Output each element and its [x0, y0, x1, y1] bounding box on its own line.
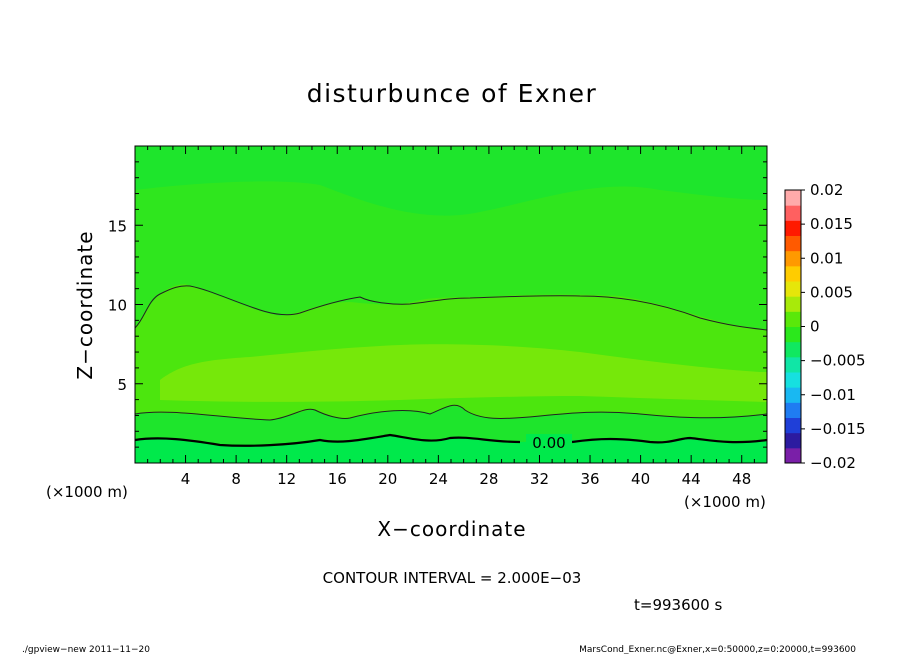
colorbar-label: 0.01	[810, 249, 843, 267]
colorbar-swatch	[785, 417, 801, 434]
colorbar-swatch	[785, 447, 801, 464]
axis-ticks	[135, 146, 767, 463]
colorbar-swatch	[785, 432, 801, 449]
band-peak	[160, 344, 767, 402]
colorbar-label: −0.02	[810, 454, 856, 472]
contour-interval-note: CONTOUR INTERVAL = 2.000E−03	[323, 569, 582, 587]
colorbar-swatch	[785, 402, 801, 418]
colorbar-swatch	[785, 220, 801, 236]
colorbar-swatch	[785, 235, 801, 252]
contour-line-zero	[135, 433, 767, 447]
colorbar-label: 0.015	[810, 215, 853, 233]
colorbar-swatch	[785, 326, 801, 343]
colorbar-swatch	[785, 341, 801, 358]
x-tick-label: 36	[580, 470, 599, 488]
colorbar-swatch	[785, 205, 801, 221]
colorbar-swatch	[785, 356, 801, 373]
colorbar-label: −0.01	[810, 386, 856, 404]
x-tick-label: 20	[378, 470, 397, 488]
colorbar-label: 0.005	[810, 283, 853, 301]
plot-area	[135, 146, 767, 463]
time-label: t=993600 s	[634, 596, 722, 614]
contour-line-lower	[135, 404, 767, 421]
contour-line-upper	[135, 285, 767, 331]
colorbar	[784, 189, 802, 464]
x-tick-label: 32	[530, 470, 549, 488]
colorbar-swatch	[785, 296, 801, 312]
contour-label-bg	[526, 434, 572, 450]
x-tick-label: 24	[429, 470, 448, 488]
x-tick-label: 44	[682, 470, 701, 488]
x-tick-label: 28	[479, 470, 498, 488]
colorbar-swatch	[785, 190, 801, 206]
colorbar-swatch	[785, 250, 801, 267]
colorbar-label: 0.02	[810, 181, 843, 199]
x-tick-label: 40	[631, 470, 650, 488]
y-axis-label: Z−coordinate	[73, 230, 97, 379]
colorbar-swatch	[785, 311, 801, 327]
colorbar-label: 0	[810, 318, 820, 336]
x-axis-label: X−coordinate	[377, 517, 526, 541]
band-bottom	[135, 435, 767, 463]
colorbar-label: −0.005	[810, 352, 866, 370]
contour-label: 0.00	[532, 434, 565, 452]
x-tick-label: 16	[328, 470, 347, 488]
x-tick-labels: 4 8 12 16 20 24 28 32 36 40 44 48	[181, 470, 751, 488]
chart-title: disturbunce of Exner	[307, 79, 598, 108]
y-tick-labels: 5 10 15	[108, 217, 127, 394]
x-tick-label: 8	[231, 470, 241, 488]
colorbar-swatch	[785, 372, 801, 388]
footer-left: ./gpview−new 2011−11−20	[22, 645, 150, 654]
x-tick-label: 48	[732, 470, 751, 488]
colorbar-swatch	[785, 281, 801, 297]
x-unit-right: (×1000 m)	[684, 493, 766, 511]
x-unit-left: (×1000 m)	[46, 483, 128, 501]
colorbar-label: −0.015	[810, 420, 866, 438]
x-tick-label: 12	[277, 470, 296, 488]
colorbar-swatch	[785, 265, 801, 282]
y-tick-label: 5	[117, 376, 127, 394]
y-tick-label: 10	[108, 297, 127, 315]
y-tick-label: 15	[108, 217, 127, 235]
colorbar-labels: 0.02 0.015 0.01 0.005 0 −0.005 −0.01 −0.015 −0.0…	[801, 181, 866, 472]
x-tick-label: 4	[181, 470, 191, 488]
colorbar-swatch	[785, 387, 801, 403]
footer-right: MarsCond_Exner.nc@Exner,x=0:50000,z=0:20…	[579, 645, 856, 654]
